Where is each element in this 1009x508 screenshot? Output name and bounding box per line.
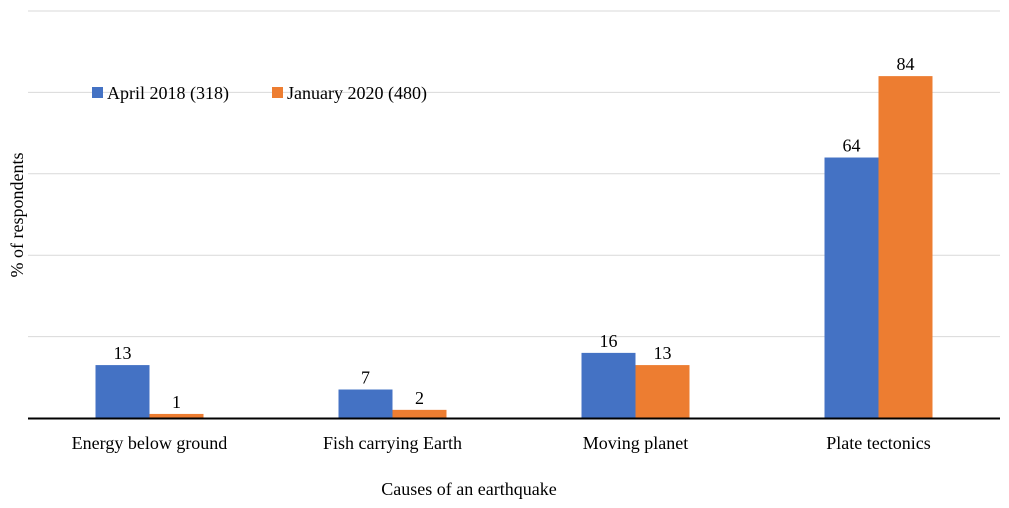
bar xyxy=(338,389,393,418)
bar xyxy=(95,365,150,418)
legend-label: April 2018 (318) xyxy=(107,83,229,104)
data-label: 13 xyxy=(114,343,132,363)
legend: April 2018 (318) January 2020 (480) xyxy=(92,83,427,104)
bar xyxy=(878,76,933,419)
x-axis-title: Causes of an earthquake xyxy=(381,479,556,499)
bar xyxy=(392,409,447,418)
x-tick-labels: Energy below ground Fish carrying Earth Mo… xyxy=(72,433,931,453)
legend-label: January 2020 (480) xyxy=(287,83,427,104)
bar xyxy=(635,365,690,418)
x-tick-label: Moving planet xyxy=(583,433,689,453)
data-label: 64 xyxy=(843,136,861,156)
x-tick-label: Fish carrying Earth xyxy=(323,433,462,453)
data-labels: 13 1 7 2 16 13 64 84 xyxy=(114,54,915,412)
data-label: 16 xyxy=(600,331,618,351)
legend-swatch xyxy=(272,87,283,98)
data-label: 1 xyxy=(172,392,181,412)
x-tick-label: Plate tectonics xyxy=(826,433,930,453)
y-axis-title: % of respondents xyxy=(7,153,27,278)
data-label: 7 xyxy=(361,368,370,388)
legend-swatch xyxy=(92,87,103,98)
bar xyxy=(581,352,636,418)
data-label: 2 xyxy=(415,388,424,408)
bar xyxy=(149,413,204,418)
data-label: 84 xyxy=(897,54,915,74)
bar xyxy=(824,157,879,418)
x-tick-label: Energy below ground xyxy=(72,433,228,453)
bars xyxy=(95,76,933,419)
data-label: 13 xyxy=(654,343,672,363)
